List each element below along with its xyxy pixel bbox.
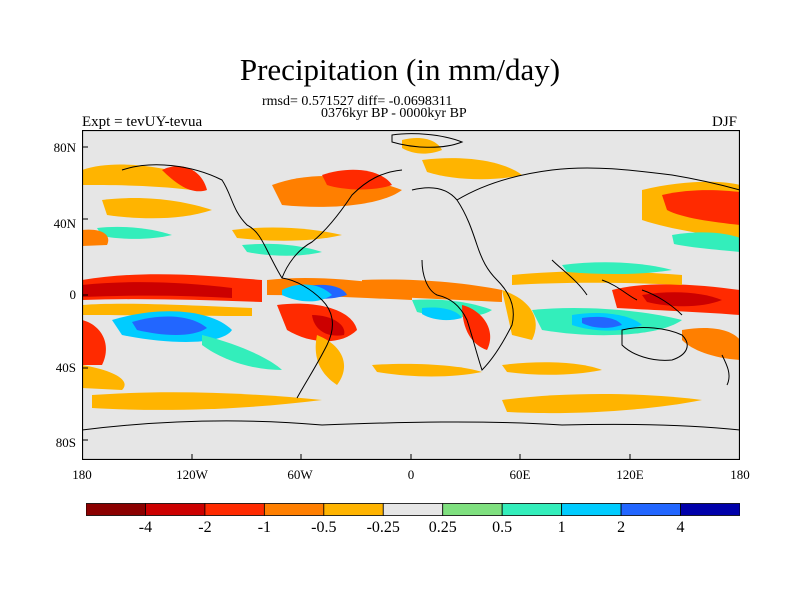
x-tick-label: 60W — [287, 467, 313, 482]
colorbar-label: 0.5 — [492, 519, 513, 536]
colorbar-label: 1 — [557, 519, 566, 536]
axis-ticks — [82, 146, 740, 460]
stats-line: rmsd= 0.571527 diff= -0.0698311 — [262, 94, 453, 109]
colorbar-box — [561, 503, 622, 516]
colorbar-label: -0.5 — [311, 519, 337, 536]
colorbar-box — [263, 503, 325, 516]
colorbar-box — [382, 503, 444, 516]
x-tick-label: 120E — [616, 467, 644, 482]
experiment-label: Expt = tevUY-tevua — [82, 114, 203, 130]
colorbar-label: -1 — [257, 519, 272, 536]
coastlines — [82, 133, 740, 431]
colorbar-box — [145, 503, 206, 516]
x-tick-label: 120W — [176, 467, 208, 482]
colorbar-box — [620, 503, 681, 516]
colorbar-box — [442, 503, 503, 516]
plot-title: Precipitation (in mm/day) — [239, 52, 561, 87]
period-line: 0376kyr BP - 0000kyr BP — [321, 106, 467, 121]
y-tick-label: 80S — [55, 435, 76, 450]
anomaly-field — [82, 138, 740, 414]
colorbar-box — [323, 503, 384, 516]
x-tick-label: 0 — [407, 467, 415, 482]
colorbar-label: 2 — [617, 519, 626, 536]
y-tick-label: 80N — [53, 140, 76, 155]
colorbar-label: -2 — [198, 519, 212, 536]
colorbar-label: 4 — [676, 519, 685, 536]
colorbar-box — [204, 503, 265, 516]
colorbar-box — [86, 503, 146, 516]
colorbar — [86, 503, 740, 516]
y-tick-label: 40N — [53, 216, 76, 231]
map-panel — [82, 130, 740, 460]
y-tick-label: 40S — [55, 360, 76, 375]
colorbar-label: 0.25 — [428, 519, 457, 536]
colorbar-box — [680, 503, 740, 516]
season-label: DJF — [712, 114, 738, 130]
colorbar-label: -0.25 — [366, 519, 400, 536]
x-tick-label: 60E — [509, 467, 531, 482]
colorbar-box — [501, 503, 563, 516]
x-tick-label: 180 — [730, 467, 750, 482]
y-tick-label: 0 — [69, 287, 77, 302]
colorbar-label: -4 — [138, 519, 153, 536]
x-tick-label: 180 — [72, 467, 92, 482]
